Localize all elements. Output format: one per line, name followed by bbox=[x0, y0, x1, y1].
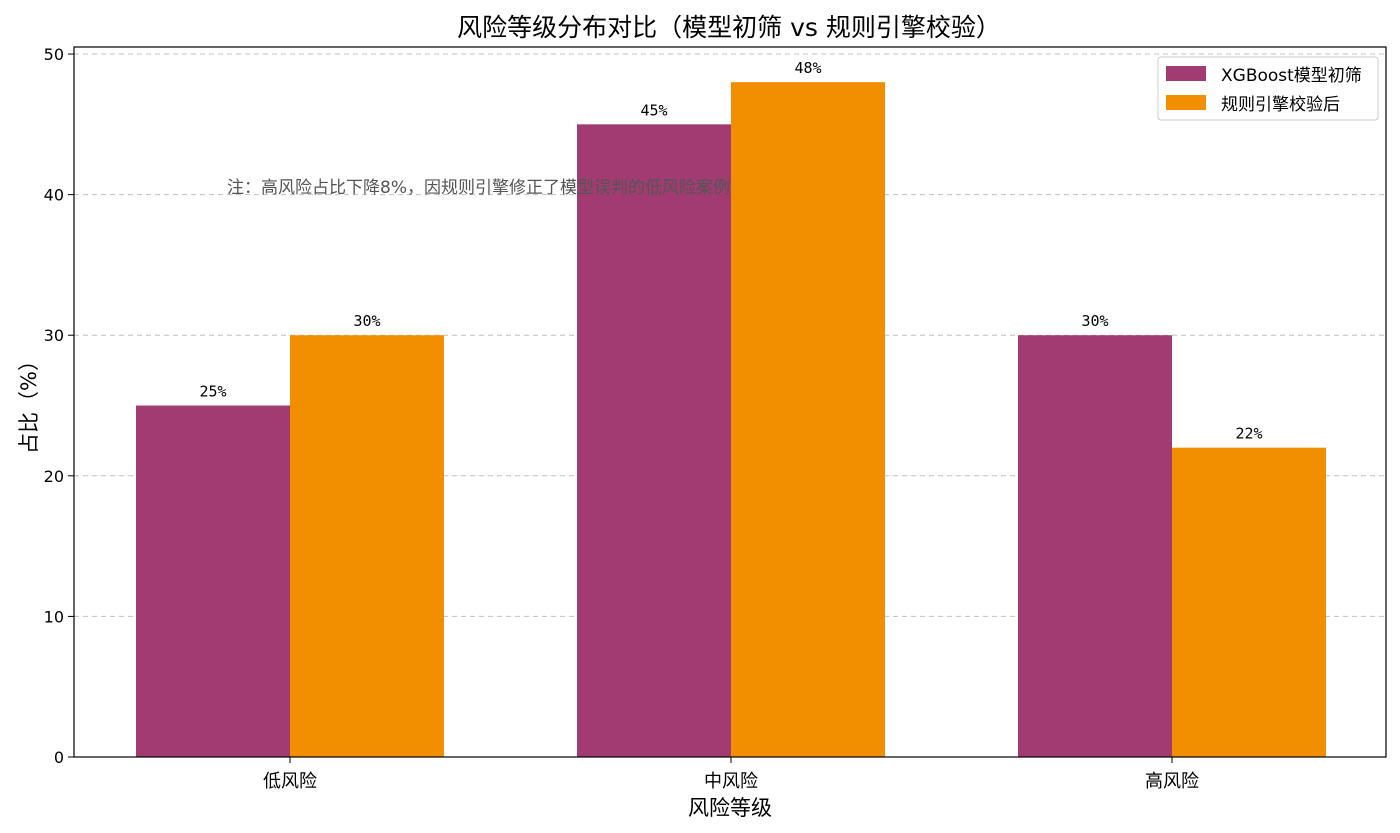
x-tick-label-0: 低风险 bbox=[263, 771, 317, 792]
data-label-rules-2: 22% bbox=[1235, 425, 1262, 443]
data-label-xgboost-0: 25% bbox=[199, 383, 226, 401]
bar-rules-2 bbox=[1172, 447, 1326, 757]
y-tick-label-20: 20 bbox=[44, 467, 64, 486]
legend-box bbox=[1157, 56, 1379, 121]
data-labels-layer: 25% 30% 45% 48% 30% 22% bbox=[199, 59, 1262, 443]
legend-swatch-xgboost bbox=[1166, 66, 1206, 81]
data-label-rules-0: 30% bbox=[353, 312, 380, 330]
data-label-rules-1: 48% bbox=[794, 59, 821, 77]
legend: XGBoost模型初筛 规则引擎校验后 bbox=[1157, 56, 1379, 121]
y-axis: 0 10 20 30 40 50 bbox=[44, 45, 74, 767]
legend-label-rules: 规则引擎校验后 bbox=[1221, 95, 1340, 115]
bar-rules-0 bbox=[290, 335, 444, 757]
x-tick-label-2: 高风险 bbox=[1145, 771, 1199, 792]
bars-layer bbox=[136, 82, 1326, 758]
chart-title: 风险等级分布对比（模型初筛 vs 规则引擎校验） bbox=[457, 13, 1001, 42]
x-tick-label-1: 中风险 bbox=[704, 771, 758, 792]
y-tick-label-50: 50 bbox=[44, 45, 64, 64]
legend-swatch-rules bbox=[1166, 95, 1206, 110]
y-axis-label: 占比（%） bbox=[17, 350, 41, 454]
y-tick-label-10: 10 bbox=[44, 607, 64, 626]
y-tick-label-0: 0 bbox=[54, 748, 64, 767]
bar-rules-1 bbox=[731, 82, 885, 758]
data-label-xgboost-2: 30% bbox=[1081, 312, 1108, 330]
bar-xgboost-0 bbox=[136, 405, 290, 757]
y-tick-label-40: 40 bbox=[44, 186, 64, 205]
plot-frame bbox=[73, 46, 1387, 758]
x-axis: 低风险 中风险 高风险 bbox=[263, 757, 1199, 792]
data-label-xgboost-1: 45% bbox=[640, 101, 667, 119]
bar-xgboost-1 bbox=[577, 124, 731, 758]
legend-label-xgboost: XGBoost模型初筛 bbox=[1221, 66, 1362, 86]
chart-annotation: 注：高风险占比下降8%，因规则引擎修正了模型误判的低风险案例 bbox=[227, 178, 730, 198]
x-axis-label: 风险等级 bbox=[688, 796, 772, 820]
y-tick-label-30: 30 bbox=[44, 326, 64, 345]
bar-xgboost-2 bbox=[1018, 335, 1172, 757]
